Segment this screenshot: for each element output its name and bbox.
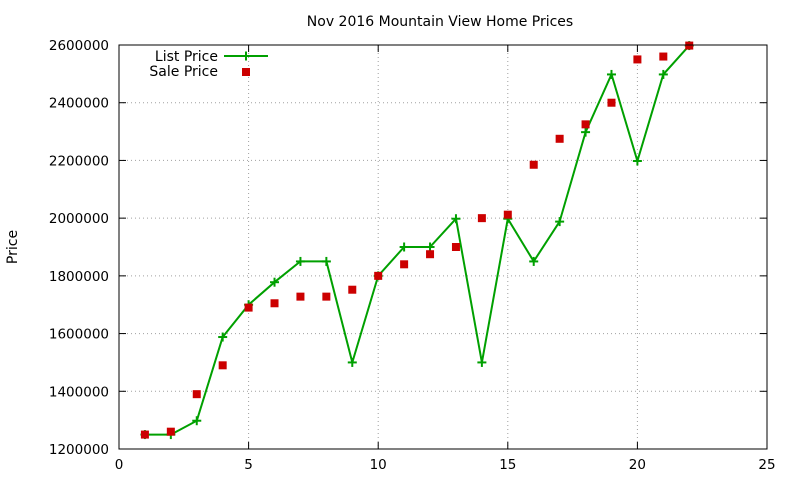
- plot-area: [140, 41, 694, 440]
- sale-price-point: [270, 299, 279, 308]
- sale-price-point: [218, 361, 227, 370]
- list-price-point: [192, 416, 202, 426]
- y-tick-label: 1800000: [49, 269, 109, 285]
- y-tick-label: 2600000: [49, 38, 109, 54]
- sale-price-point: [322, 292, 331, 301]
- x-tick-label: 20: [629, 457, 646, 473]
- sale-price-point: [166, 427, 175, 436]
- grid: [119, 45, 767, 449]
- y-tick-label: 2400000: [49, 96, 109, 112]
- sale-price-point: [374, 271, 383, 280]
- y-tick-label: 1400000: [49, 384, 109, 400]
- sale-price-point: [685, 41, 694, 50]
- y-tick-label: 2000000: [49, 211, 109, 227]
- series-list-price-line: [144, 44, 690, 436]
- list-price-point: [529, 256, 539, 266]
- y-tick-label: 1600000: [49, 327, 109, 343]
- sale-price-point: [192, 390, 201, 399]
- sale-price-point: [659, 52, 668, 61]
- sale-price-point: [607, 98, 616, 107]
- list-price-point: [658, 69, 668, 79]
- list-price-point: [347, 357, 357, 367]
- sale-price-point: [400, 260, 409, 269]
- list-price-point: [477, 357, 487, 367]
- list-price-point: [555, 217, 565, 227]
- sale-price-point: [451, 243, 460, 251]
- list-price-point: [270, 277, 280, 287]
- x-tick-label: 25: [758, 457, 775, 473]
- list-price-point: [581, 127, 591, 137]
- x-tick-label: 5: [244, 457, 253, 473]
- axes: 0 5 10 15 20 25 1200000 1400000 1600000 1800000 20…: [49, 38, 776, 473]
- list-price-point: [606, 69, 616, 79]
- plot-frame: [118, 44, 768, 450]
- sale-price-point: [581, 120, 590, 129]
- list-price-point: [218, 332, 228, 342]
- sale-price-point: [348, 285, 357, 294]
- chart-title: Nov 2016 Mountain View Home Prices: [307, 14, 573, 30]
- sale-price-point: [503, 210, 512, 219]
- sale-price-point: [140, 430, 149, 439]
- sale-price-point: [296, 292, 305, 301]
- sale-price-point: [477, 214, 486, 223]
- x-tick-label: 10: [370, 457, 387, 473]
- x-tick-label: 0: [115, 457, 124, 473]
- sale-price-point: [529, 160, 538, 169]
- x-tick-label: 15: [499, 457, 516, 473]
- list-price-point: [295, 256, 305, 266]
- list-price-point: [425, 242, 435, 252]
- sale-price-point: [633, 55, 642, 64]
- y-tick-label: 1200000: [49, 442, 109, 458]
- sale-price-point: [555, 134, 564, 143]
- legend-label-list-price: List Price: [155, 49, 218, 65]
- y-axis-label: Price: [5, 230, 21, 264]
- list-price-point: [632, 156, 642, 166]
- legend-label-sale-price: Sale Price: [149, 64, 218, 80]
- sale-price-point: [426, 250, 435, 259]
- list-price-point: [321, 256, 331, 266]
- sale-price-point: [244, 303, 253, 312]
- list-price-point: [399, 242, 409, 252]
- y-tick-label: 2200000: [49, 153, 109, 169]
- list-price-point: [451, 214, 461, 224]
- legend-swatch-sale-price: [242, 68, 250, 76]
